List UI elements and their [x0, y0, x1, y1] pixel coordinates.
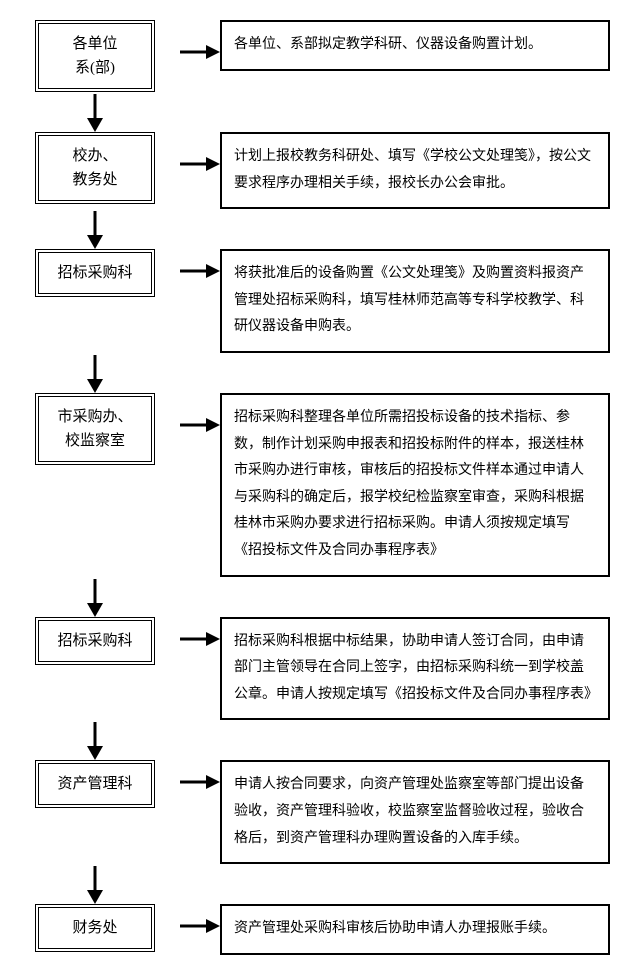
v-arrow-1 [20, 209, 170, 249]
node-label-line: 招标采购科 [57, 265, 132, 281]
v-arrow-row-4 [20, 720, 623, 760]
flow-node-6: 财务处 [35, 904, 155, 952]
v-arrow-row-3 [20, 577, 623, 617]
node-label-line: 市采购办、 [57, 409, 132, 425]
v-arrow-2 [20, 353, 170, 393]
h-arrow-1 [180, 154, 220, 174]
desc-text: 计划上报校教务科研处、填写《学校公文处理笺》，按公文要求程序办理相关手续，报校长… [234, 149, 591, 191]
flow-desc-6: 资产管理处采购科审核后协助申请人办理报账手续。 [220, 904, 610, 955]
flow-row-0: 各单位系(部) 各单位、系部拟定教学科研、仪器设备购置计划。 [20, 20, 623, 92]
node-label-line: 校办、 [72, 148, 117, 164]
flow-node-0: 各单位系(部) [35, 20, 155, 92]
flow-desc-0: 各单位、系部拟定教学科研、仪器设备购置计划。 [220, 20, 610, 71]
h-arrow-3 [180, 415, 220, 435]
h-arrow-0 [180, 42, 220, 62]
h-arrow-2 [180, 261, 220, 281]
desc-text: 招标采购科根据中标结果，协助申请人签订合同，由申请部门主管领导在合同上签字，由招… [234, 634, 598, 702]
flow-node-4: 招标采购科 [35, 617, 155, 665]
v-arrow-3 [20, 577, 170, 617]
flow-node-2: 招标采购科 [35, 249, 155, 297]
node-label-line: 资产管理科 [57, 776, 132, 792]
node-label-line: 招标采购科 [57, 633, 132, 649]
v-arrow-row-2 [20, 353, 623, 393]
flow-row-4: 招标采购科 招标采购科根据中标结果，协助申请人签订合同，由申请部门主管领导在合同上… [20, 617, 623, 721]
v-arrow-row-1 [20, 209, 623, 249]
flowchart-container: 各单位系(部) 各单位、系部拟定教学科研、仪器设备购置计划。校办、教务处 计划上报校… [20, 20, 623, 955]
node-label-line: 各单位 [72, 36, 117, 52]
node-label-line: 财务处 [72, 920, 117, 936]
flow-desc-2: 将获批准后的设备购置《公文处理笺》及购置资料报资产管理处招标采购科，填写桂林师范… [220, 249, 610, 353]
h-arrow-6 [180, 916, 220, 936]
desc-text: 招标采购科整理各单位所需招投标设备的技术指标、参数，制作计划采购申报表和招投标附… [234, 410, 584, 558]
desc-text: 将获批准后的设备购置《公文处理笺》及购置资料报资产管理处招标采购科，填写桂林师范… [234, 266, 584, 334]
flow-desc-3: 招标采购科整理各单位所需招投标设备的技术指标、参数，制作计划采购申报表和招投标附… [220, 393, 610, 577]
flow-desc-1: 计划上报校教务科研处、填写《学校公文处理笺》，按公文要求程序办理相关手续，报校长… [220, 132, 610, 209]
flow-desc-4: 招标采购科根据中标结果，协助申请人签订合同，由申请部门主管领导在合同上签字，由招… [220, 617, 610, 721]
flow-row-1: 校办、教务处 计划上报校教务科研处、填写《学校公文处理笺》，按公文要求程序办理相关… [20, 132, 623, 209]
flow-node-3: 市采购办、校监察室 [35, 393, 155, 465]
flow-node-1: 校办、教务处 [35, 132, 155, 204]
h-arrow-4 [180, 629, 220, 649]
v-arrow-row-0 [20, 92, 623, 132]
desc-text: 资产管理处采购科审核后协助申请人办理报账手续。 [234, 921, 556, 936]
flow-row-6: 财务处 资产管理处采购科审核后协助申请人办理报账手续。 [20, 904, 623, 955]
flow-row-5: 资产管理科 申请人按合同要求，向资产管理处监察室等部门提出设备验收，资产管理科验收… [20, 760, 623, 864]
node-label-line: 教务处 [72, 172, 117, 188]
flow-row-2: 招标采购科 将获批准后的设备购置《公文处理笺》及购置资料报资产管理处招标采购科，填… [20, 249, 623, 353]
flow-desc-5: 申请人按合同要求，向资产管理处监察室等部门提出设备验收，资产管理科验收，校监察室… [220, 760, 610, 864]
node-label-line: 校监察室 [65, 433, 125, 449]
v-arrow-5 [20, 864, 170, 904]
desc-text: 各单位、系部拟定教学科研、仪器设备购置计划。 [234, 37, 542, 52]
flow-row-3: 市采购办、校监察室 招标采购科整理各单位所需招投标设备的技术指标、参数，制作计划采… [20, 393, 623, 577]
flow-node-5: 资产管理科 [35, 760, 155, 808]
desc-text: 申请人按合同要求，向资产管理处监察室等部门提出设备验收，资产管理科验收，校监察室… [234, 777, 584, 845]
v-arrow-0 [20, 92, 170, 132]
node-label-line: 系(部) [75, 60, 115, 76]
v-arrow-row-5 [20, 864, 623, 904]
v-arrow-4 [20, 720, 170, 760]
h-arrow-5 [180, 772, 220, 792]
